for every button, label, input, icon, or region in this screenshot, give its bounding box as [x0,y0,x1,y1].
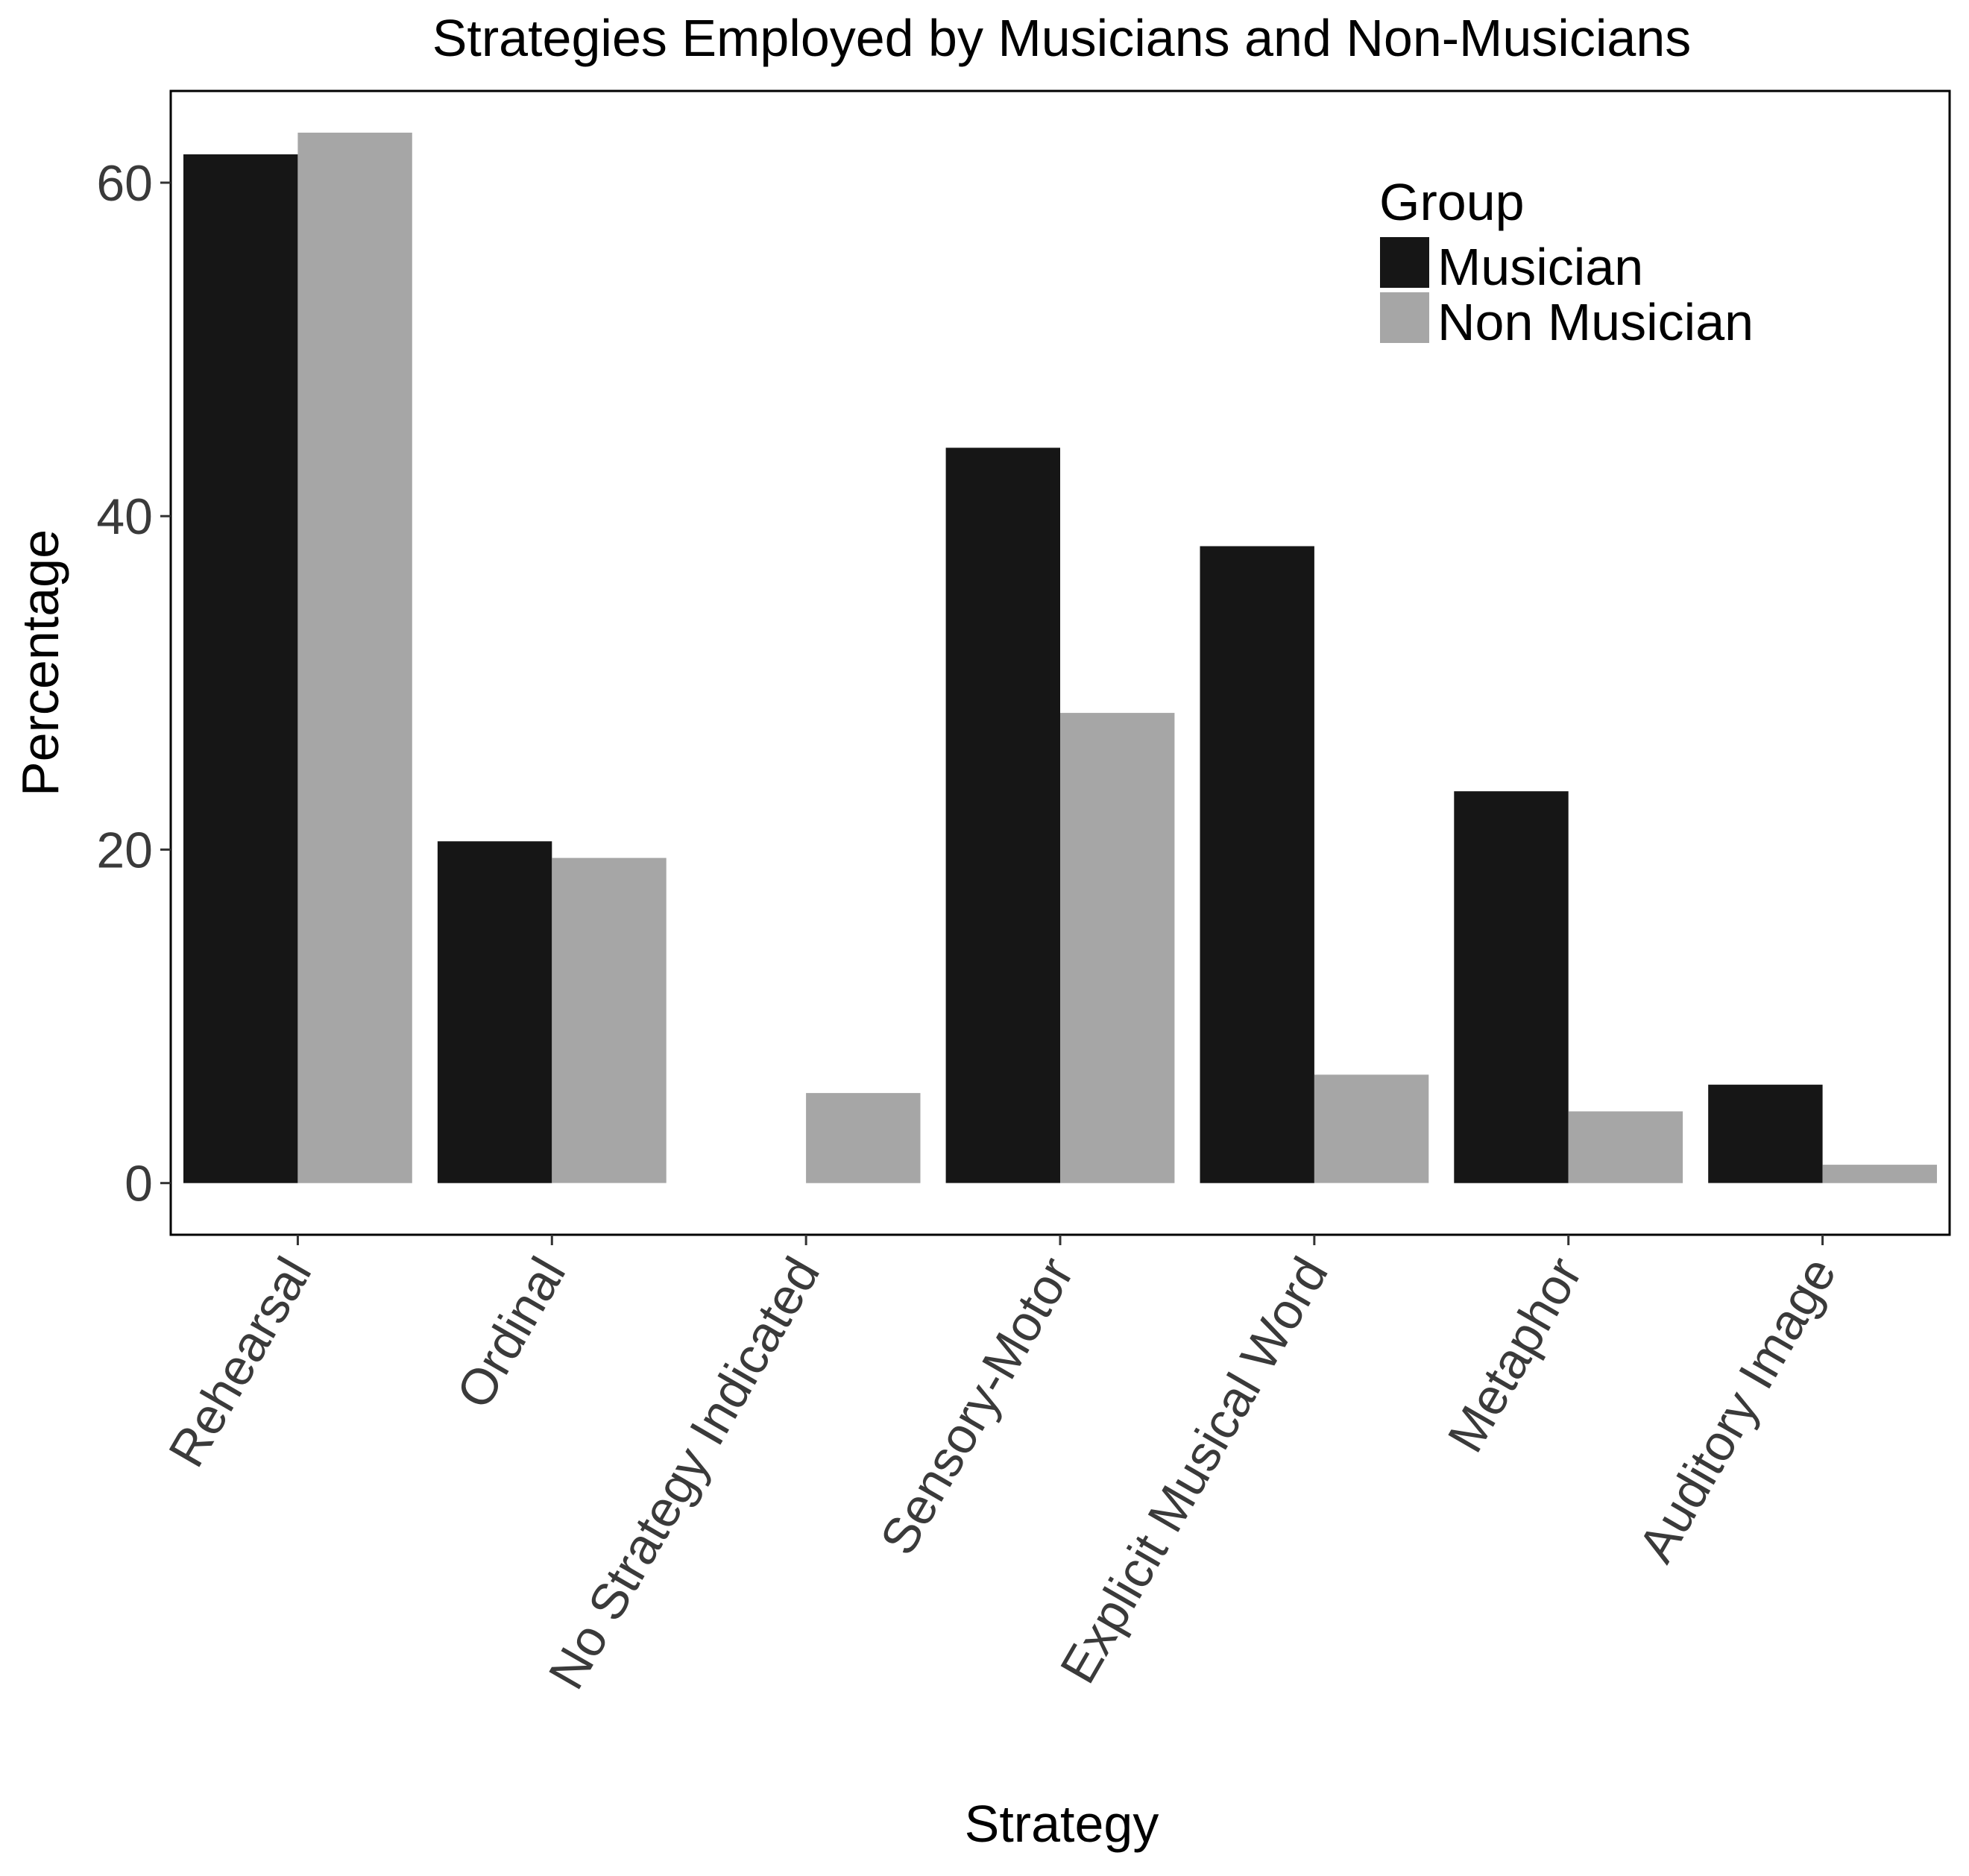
bar-non-musician-explicit-musical-word [1314,1074,1429,1183]
bar-musician-auditory-image [1708,1084,1823,1183]
x-axis-title: Strategy [965,1795,1159,1853]
legend-title: Group [1379,173,1525,231]
bar-non-musician-auditory-image [1822,1165,1937,1183]
bars-layer [183,132,1937,1183]
y-tick-label: 0 [125,1156,153,1212]
x-tick-label-explicit-musical-word: Explicit Musical Word [1050,1248,1339,1693]
legend-key-musician [1380,237,1429,288]
legend-key-non-musician [1380,292,1429,343]
x-tick-label-rehearsal: Rehearsal [158,1248,323,1476]
x-tick-label-ordinal: Ordinal [446,1248,576,1418]
x-tick-label-auditory-image: Auditory Image [1628,1248,1847,1572]
chart-title: Strategies Employed by Musicians and Non… [432,9,1692,67]
legend: Group Musician Non Musician [1379,173,1754,351]
bar-non-musician-metaphor [1568,1111,1683,1183]
bar-musician-rehearsal [183,154,298,1183]
bar-non-musician-rehearsal [297,132,412,1183]
y-tick-label: 40 [96,488,153,545]
x-tick-label-metaphor: Metaphor [1437,1248,1592,1462]
bar-non-musician-ordinal [552,857,667,1183]
bar-musician-ordinal [437,841,552,1183]
x-tick-label-no-strategy-indicated: No Strategy Indicated [538,1248,831,1699]
x-tick-label-sensory-motor: Sensory-Motor [869,1248,1085,1564]
bar-musician-explicit-musical-word [1200,546,1314,1183]
legend-label-musician: Musician [1437,238,1643,296]
bar-musician-sensory-motor [945,447,1060,1183]
y-axis-title: Percentage [11,529,69,796]
bar-non-musician-no-strategy-indicated [806,1092,921,1183]
legend-label-non-musician: Non Musician [1437,293,1754,351]
bar-non-musician-sensory-motor [1060,713,1175,1183]
y-axis: 0 20 40 60 [96,155,171,1212]
y-tick-label: 60 [96,155,153,212]
bar-musician-metaphor [1454,791,1569,1183]
y-tick-label: 20 [96,822,153,878]
